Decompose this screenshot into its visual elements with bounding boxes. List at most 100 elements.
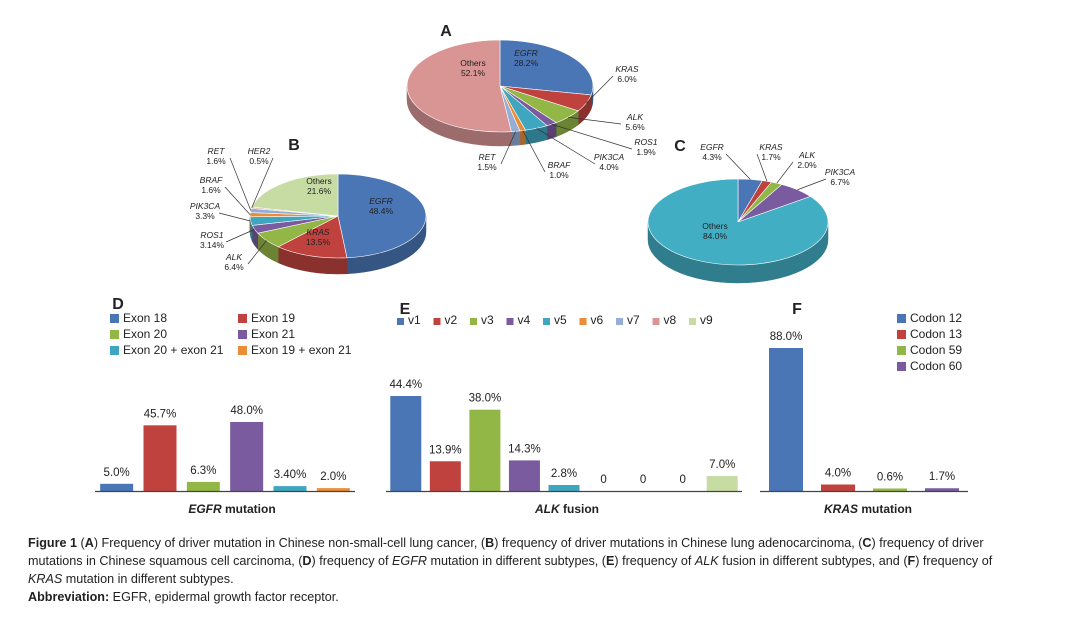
legend-e-v4-text: v4 <box>518 313 531 327</box>
caption-line-2: mutations in Chinese squamous cell carci… <box>28 552 1058 570</box>
pie-b-label-pik3ca-leader <box>218 212 251 222</box>
caption-line1-seg-0: ( <box>77 536 85 550</box>
bar-e-v9-label: 7.0% <box>709 459 735 471</box>
caption-line1-seg-3: B <box>485 536 495 550</box>
pie-b-label-alk-leader <box>247 240 267 265</box>
caption-line-1-text: (A) Frequency of driver mutation in Chin… <box>77 536 984 550</box>
pie-a-label-pik3ca-value: 4.0% <box>599 162 619 172</box>
legend-d-exon-18-swatch <box>110 314 119 323</box>
legend-d-exon-19-text: Exon 19 <box>251 311 295 325</box>
legend-e-v6-swatch <box>579 318 587 325</box>
caption-line2-seg-7: ALK <box>694 554 719 568</box>
pie-b-label-ret-leader <box>229 157 252 211</box>
bar-e-v2 <box>429 461 461 491</box>
caption-line2-seg-9: F <box>907 554 916 568</box>
pie-a-label-alk-leader <box>568 116 622 125</box>
bar-e-v1-label: 44.4% <box>389 379 422 391</box>
bar-d-exon-19-exon-21 <box>316 488 350 491</box>
legend-e-v6-text: v6 <box>591 313 604 327</box>
caption-line2-seg-5: E <box>605 554 615 568</box>
legend-e-v5-text: v5 <box>554 313 567 327</box>
bar-e-xlabel-gene: ALK <box>534 502 561 516</box>
abbreviation-text: EGFR, epidermal growth factor receptor. <box>109 590 339 604</box>
pie-c-label-egfr-leader <box>725 153 751 180</box>
pie-b-label-alk-value: 6.4% <box>224 262 244 272</box>
pie-a-label-pik3ca-name: PIK3CA <box>594 152 625 162</box>
legend-d-exon-19-exon-21-swatch <box>238 346 247 355</box>
panel-label-a: A <box>440 23 452 40</box>
bar-f-codon-13-label: 4.0% <box>825 468 851 480</box>
pie-a-label-kras-value: 6.0% <box>617 74 637 84</box>
legend-d-exon-20-exon-21-text: Exon 20 + exon 21 <box>123 343 224 357</box>
caption-line1-seg-2: ) Frequency of driver mutation in Chines… <box>93 536 486 550</box>
legend-e-v1-text: v1 <box>408 313 421 327</box>
bar-e-v2-label: 13.9% <box>429 444 462 456</box>
panel-label-c: C <box>674 138 686 155</box>
legend-e-v9-swatch <box>689 318 696 325</box>
bar-e-v1 <box>390 396 422 491</box>
pie-b-label-kras-value: 13.5% <box>306 237 331 247</box>
pie-b-label-others-value: 21.6% <box>307 186 332 196</box>
pie-b-label-pik3ca-value: 3.3% <box>195 211 215 221</box>
caption-line-1: Figure 1 (A) Frequency of driver mutatio… <box>28 534 1058 552</box>
pie-a-slice-egfr <box>499 39 594 96</box>
caption-line1-seg-5: C <box>862 536 872 550</box>
bar-e-v9 <box>706 476 738 491</box>
bar-d-exon-19-label: 45.7% <box>144 408 177 420</box>
pie-b-label-braf-name: BRAF <box>200 175 223 185</box>
legend-e-v3-text: v3 <box>481 313 494 327</box>
pie-b-label-others-name: Others <box>306 176 332 186</box>
pie-a-label-ret-value: 1.5% <box>477 162 497 172</box>
caption-line1-seg-4: ) frequency of driver mutations in Chine… <box>494 536 863 550</box>
bar-e-v6-label: 0 <box>600 474 606 486</box>
panel-label-b: B <box>288 137 300 154</box>
legend-d-exon-21-text: Exon 21 <box>251 327 295 341</box>
pie-b-label-braf-value: 1.6% <box>201 185 221 195</box>
caption-line2-seg-6: ) frequency of <box>614 554 695 568</box>
bar-d-exon-19-exon-21-label: 2.0% <box>320 471 346 483</box>
pie-a-label-others-value: 52.1% <box>461 68 486 78</box>
pie-b-slice-egfr <box>337 173 427 259</box>
bar-d-exon-21 <box>230 422 264 491</box>
pie-b-label-ros1-leader <box>225 229 255 243</box>
figure-caption: Figure 1 (A) Frequency of driver mutatio… <box>28 534 1058 606</box>
pie-c-label-egfr-value: 4.3% <box>702 152 722 162</box>
bar-d-exon-18-label: 5.0% <box>104 467 130 479</box>
panel-label-f: F <box>792 301 802 318</box>
legend-f-codon-13-swatch <box>897 330 906 339</box>
bar-e-xlabel-rest: fusion <box>560 502 599 516</box>
pie-c-label-alk-value: 2.0% <box>797 160 817 170</box>
bar-chart-e: 44.4% 13.9% 38.0% 14.3% 2.8% 0 0 0 7.0% v1 v2 v3 v4 v… <box>386 301 742 516</box>
bar-f-codon-59-label: 0.6% <box>877 472 903 484</box>
legend-f-codon-60-text: Codon 60 <box>910 359 962 373</box>
pie-c-label-kras-value: 1.7% <box>761 152 781 162</box>
caption-line2-seg-1: D <box>302 554 312 568</box>
pie-a-label-kras-name: KRAS <box>615 64 638 74</box>
figure-label: Figure 1 <box>28 536 77 550</box>
pie-a-label-egfr-name: EGFR <box>514 48 538 58</box>
legend-f-codon-60-swatch <box>897 362 906 371</box>
bar-e-v8-label: 0 <box>679 474 685 486</box>
legend-f-codon-12-text: Codon 12 <box>910 311 962 325</box>
legend-f-codon-59-swatch <box>897 346 906 355</box>
caption-line2-seg-8: fusion in different subtypes, and ( <box>718 554 908 568</box>
caption-line1-seg-6: ) frequency of driver <box>871 536 984 550</box>
pie-a-label-ros1-value: 1.9% <box>636 147 656 157</box>
figure-charts: EGFR28.2%KRAS6.0%ALK5.6%ROS11.9%PIK3CA4.… <box>95 23 968 516</box>
bar-e-v5 <box>548 485 580 491</box>
legend-e-v8-text: v8 <box>664 313 677 327</box>
bar-e-v4-label: 14.3% <box>508 443 541 455</box>
pie-b-label-egfr-value: 48.4% <box>369 206 394 216</box>
caption-line-3: KRAS mutation in different subtypes. <box>28 570 1058 588</box>
legend-d-exon-20-swatch <box>110 330 119 339</box>
caption-line2-seg-2: ) frequency of <box>311 554 393 568</box>
legend-d-exon-20-text: Exon 20 <box>123 327 167 341</box>
legend-e-v5-swatch <box>543 318 550 325</box>
legend-e-v9-text: v9 <box>700 313 713 327</box>
bar-e-xlabel: ALK fusion <box>534 502 599 516</box>
bar-d-exon-18 <box>100 483 134 491</box>
bar-f-codon-59 <box>873 488 907 491</box>
pie-a-label-braf-value: 1.0% <box>549 170 569 180</box>
legend-d-exon-21-swatch <box>238 330 247 339</box>
